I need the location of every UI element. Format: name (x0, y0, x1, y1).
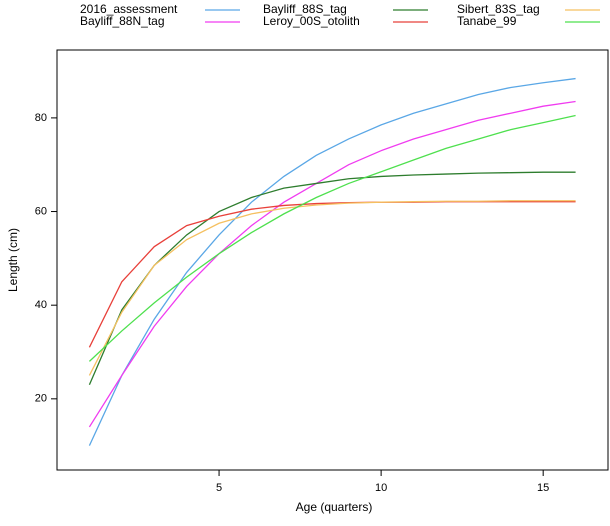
series-line (88, 201, 576, 348)
y-tick-label: 80 (35, 112, 47, 124)
legend-label: Tanabe_99 (457, 14, 517, 28)
x-tick-label: 15 (537, 482, 549, 494)
x-tick-label: 10 (375, 482, 387, 494)
y-tick-label: 20 (35, 393, 47, 405)
series-line (88, 100, 576, 428)
legend-label: Sibert_83S_tag (457, 2, 540, 16)
series-line (88, 200, 576, 376)
x-axis-label: Age (quarters) (296, 500, 373, 514)
x-tick-label: 5 (216, 482, 222, 494)
legend-label: 2016_assessment (80, 2, 178, 16)
series-line (88, 77, 576, 446)
y-axis-label: Length (cm) (6, 228, 20, 292)
plot-frame (56, 49, 609, 471)
y-tick-label: 60 (35, 205, 47, 217)
series-line (88, 171, 576, 386)
y-tick-label: 40 (35, 299, 47, 311)
series-line (88, 114, 576, 362)
legend-label: Bayliff_88S_tag (263, 2, 347, 16)
legend-label: Leroy_00S_otolith (263, 14, 360, 28)
legend-label: Bayliff_88N_tag (80, 14, 165, 28)
